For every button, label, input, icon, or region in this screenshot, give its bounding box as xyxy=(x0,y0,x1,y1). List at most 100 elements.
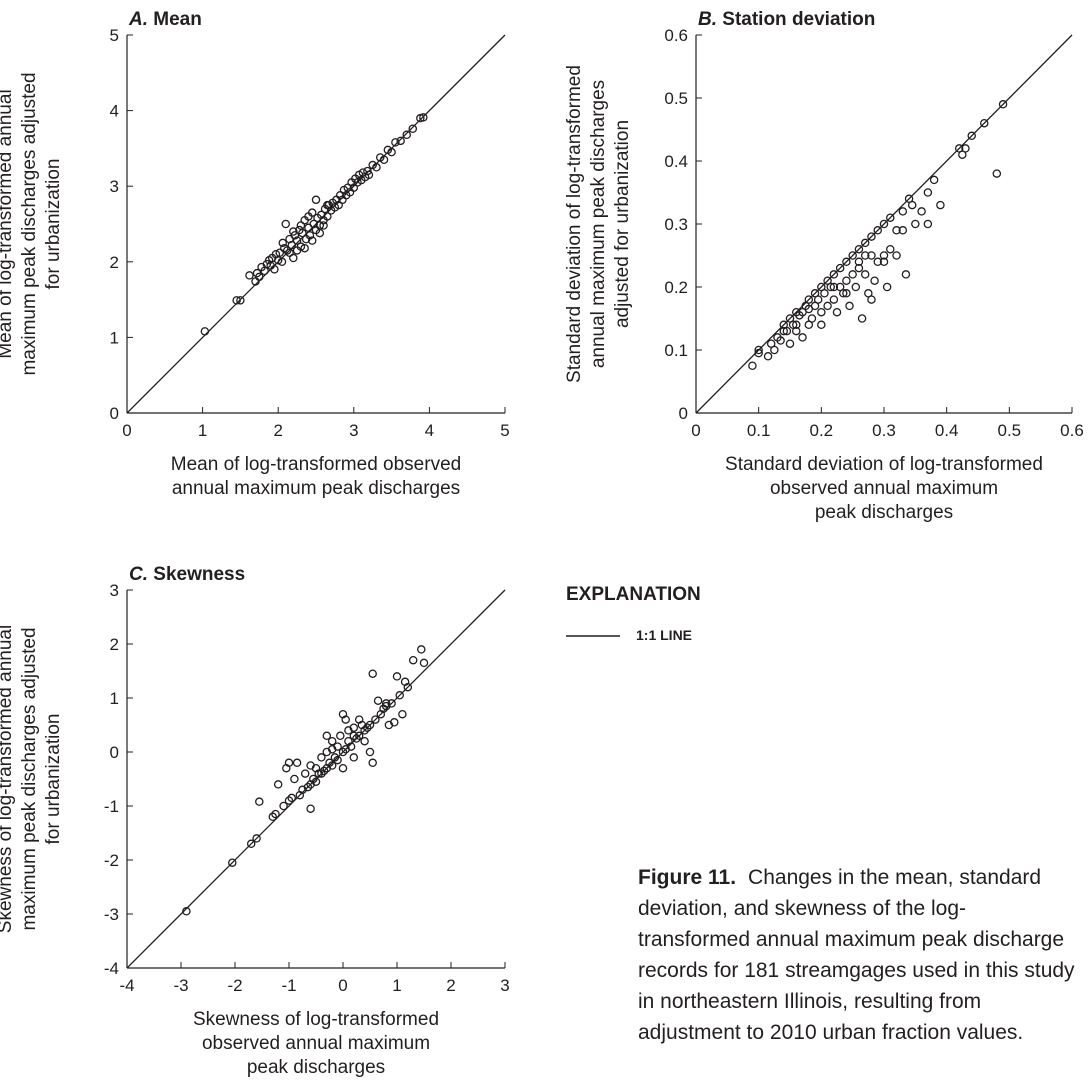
std-data-point xyxy=(754,345,763,355)
std-data-point xyxy=(792,320,801,330)
skew-data-point xyxy=(398,709,407,719)
std-y-tick-label: 0.5 xyxy=(664,89,688,108)
mean-data-point xyxy=(319,221,328,230)
std-data-point xyxy=(823,301,832,311)
skew-data-point xyxy=(182,907,191,916)
std-data-point xyxy=(848,251,857,260)
skew-data-point xyxy=(349,753,359,762)
std-data-point xyxy=(901,270,911,279)
std-x-axis-label: peak discharges xyxy=(815,502,953,523)
std-x-tick-label: 0.5 xyxy=(998,421,1022,440)
std-data-point xyxy=(813,295,823,304)
skew-data-point xyxy=(268,812,278,822)
std-y-tick-label: 0.4 xyxy=(664,152,688,171)
skew-x-tick-label: 3 xyxy=(500,976,509,995)
mean-data-point xyxy=(315,228,325,238)
mean-x-tick-label: 5 xyxy=(500,421,509,440)
skew-data-point xyxy=(327,736,337,746)
mean-panel-title: A. Mean xyxy=(128,9,202,30)
skew-data-point xyxy=(319,766,329,776)
mean-x-tick-label: 4 xyxy=(425,421,434,440)
std-data-point xyxy=(785,339,795,348)
std-data-point xyxy=(842,257,851,267)
std-data-point xyxy=(923,188,933,197)
mean-data-point xyxy=(270,265,279,274)
mean-data-point xyxy=(245,271,254,280)
skew-y-tick-label: 0 xyxy=(110,743,119,762)
mean-x-axis-label: annual maximum peak discharges xyxy=(172,478,460,499)
skew-y-tick-label: -2 xyxy=(104,851,119,870)
std-data-point xyxy=(860,238,870,248)
skew-data-point xyxy=(387,699,396,708)
skew-data-point xyxy=(395,691,404,700)
std-x-tick-label: 0 xyxy=(691,421,700,440)
mean-x-tick-label: 2 xyxy=(273,421,282,440)
skew-y-tick-label: 2 xyxy=(110,635,119,654)
std-data-point xyxy=(879,219,889,229)
skew-data-point xyxy=(290,774,299,784)
mean-y-axis-label: Mean of log-transformed annual xyxy=(0,89,16,358)
skew-data-point xyxy=(371,715,380,724)
std-data-point xyxy=(854,244,864,254)
mean-data-point xyxy=(236,296,245,305)
skew-x-tick-label: 0 xyxy=(338,976,347,995)
std-data-point xyxy=(817,307,826,317)
mean-data-point xyxy=(408,124,418,133)
skew-x-axis-label: peak discharges xyxy=(247,1057,385,1078)
skew-data-point xyxy=(365,720,375,730)
skew-data-point xyxy=(303,782,313,792)
skew-data-point xyxy=(279,801,288,811)
std-data-point xyxy=(860,270,870,279)
skew-x-tick-label: -2 xyxy=(227,976,242,995)
std-data-point xyxy=(829,295,839,304)
std-y-tick-label: 0.2 xyxy=(664,278,688,297)
mean-data-point xyxy=(372,163,381,172)
mean-data-point xyxy=(275,248,284,257)
mean-data-point xyxy=(391,138,400,147)
skew-data-point xyxy=(360,736,369,746)
std-data-point xyxy=(870,276,879,285)
std-data-point xyxy=(882,282,892,292)
skew-y-tick-label: -4 xyxy=(104,959,119,978)
std-data-point xyxy=(817,320,826,330)
std-data-point xyxy=(873,226,882,235)
mean-data-point xyxy=(290,231,300,240)
skew-y-tick-label: 1 xyxy=(110,689,119,708)
std-data-point xyxy=(867,232,876,241)
mean-data-point xyxy=(402,130,411,140)
std-data-point xyxy=(798,333,807,342)
mean-panel-letter: A. xyxy=(128,9,148,30)
skew-data-point xyxy=(390,718,399,727)
skew-x-tick-label: 1 xyxy=(392,976,401,995)
std-data-point xyxy=(879,251,889,260)
std-panel-letter: B. xyxy=(698,9,717,30)
figure-caption: Figure 11. Changes in the mean, standard … xyxy=(638,862,1078,1048)
std-data-point xyxy=(763,352,773,361)
explanation-heading: EXPLANATION xyxy=(566,584,701,605)
std-x-tick-label: 0.3 xyxy=(872,421,896,440)
std-data-point xyxy=(848,270,857,279)
skew-data-point xyxy=(368,669,377,678)
std-data-point xyxy=(967,131,976,141)
skew-data-point xyxy=(333,755,342,765)
skew-data-point xyxy=(365,747,375,757)
skew-data-point xyxy=(255,797,264,806)
std-data-point xyxy=(961,144,970,153)
std-x-axis-label: Standard deviation of log-transformed xyxy=(725,454,1043,475)
skew-data-point xyxy=(292,758,302,768)
mean-data-point xyxy=(311,195,321,205)
mean-data-point xyxy=(281,219,291,229)
mean-data-point xyxy=(323,200,332,210)
mean-x-tick-label: 1 xyxy=(198,421,207,440)
skew-data-point xyxy=(336,731,345,741)
mean-data-point xyxy=(277,257,287,267)
std-data-point xyxy=(829,270,839,279)
std-data-point xyxy=(867,251,876,260)
std-x-axis-label: observed annual maximum xyxy=(770,478,998,499)
mean-data-point xyxy=(255,272,264,282)
mean-data-point xyxy=(387,147,396,157)
std-data-point xyxy=(873,257,882,267)
mean-data-point xyxy=(323,212,332,221)
std-data-point xyxy=(839,289,848,298)
std-data-point xyxy=(826,282,835,292)
